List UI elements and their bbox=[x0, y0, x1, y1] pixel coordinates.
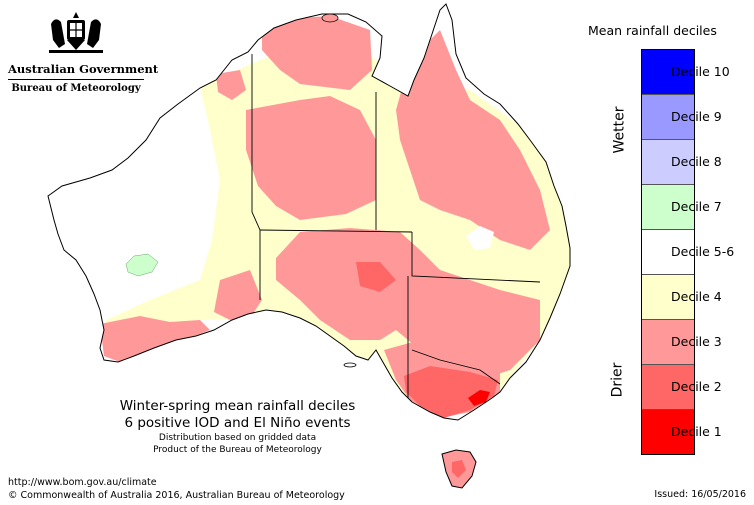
decile-3-region-qld bbox=[396, 30, 550, 250]
map-subtitle-line2: Product of the Bureau of Meteorology bbox=[153, 445, 322, 455]
islands bbox=[321, 13, 357, 368]
bureau-name: Bureau of Meteorology bbox=[11, 83, 141, 94]
decile-3-region-kimberley bbox=[216, 70, 246, 100]
legend-scale bbox=[641, 49, 695, 455]
issued-date: Issued: 16/05/2016 bbox=[654, 489, 746, 500]
legend-swatch bbox=[642, 410, 694, 454]
legend-swatch bbox=[642, 95, 694, 140]
legend-swatch bbox=[642, 275, 694, 320]
legend-label: Decile 10 bbox=[671, 64, 730, 79]
legend-swatch bbox=[642, 365, 694, 410]
legend-label: Decile 4 bbox=[671, 289, 722, 304]
decile-3-region-north bbox=[262, 16, 372, 90]
legend-label: Decile 2 bbox=[671, 379, 722, 394]
government-logo: Australian Government Bureau of Meteorol… bbox=[8, 10, 158, 94]
map-title-line1: Winter-spring mean rainfall deciles bbox=[119, 398, 356, 414]
decile-5-6-pocket bbox=[466, 226, 494, 250]
map-title-line2: 6 positive IOD and El Niño events bbox=[124, 415, 351, 431]
footer-copyright: © Commonwealth of Australia 2016, Austra… bbox=[8, 490, 345, 501]
mainland bbox=[47, 3, 571, 421]
legend-label: Decile 8 bbox=[671, 154, 722, 169]
tasmania bbox=[441, 449, 477, 489]
legend-label: Decile 7 bbox=[671, 199, 722, 214]
legend-label: Decile 9 bbox=[671, 109, 722, 124]
decile-1-region bbox=[468, 390, 490, 406]
legend-swatch bbox=[642, 50, 694, 95]
legend-label: Decile 5-6 bbox=[671, 244, 735, 259]
state-borders bbox=[251, 54, 541, 398]
map-subtitle-line1: Distribution based on gridded data bbox=[158, 433, 317, 443]
legend-swatch bbox=[642, 320, 694, 365]
wetter-label: Wetter bbox=[611, 106, 628, 154]
legend-label: Decile 3 bbox=[671, 334, 722, 349]
map-title-block: Winter-spring mean rainfall deciles 6 po… bbox=[60, 398, 415, 456]
government-name: Australian Government bbox=[8, 62, 158, 80]
decile-3-region-west bbox=[214, 270, 262, 320]
decile-3-region-sw bbox=[100, 316, 210, 362]
legend-swatch bbox=[642, 140, 694, 185]
legend-swatch bbox=[642, 230, 694, 275]
coat-of-arms-icon bbox=[49, 12, 103, 53]
decile-3-region-top-end bbox=[246, 96, 376, 220]
legend-title: Mean rainfall deciles bbox=[588, 23, 717, 38]
footer-url: http://www.bom.gov.au/climate bbox=[8, 477, 157, 488]
legend-swatch bbox=[642, 185, 694, 230]
drier-label: Drier bbox=[609, 362, 626, 398]
decile-7-region bbox=[125, 253, 159, 277]
legend-label: Decile 1 bbox=[671, 424, 722, 439]
decile-2-region-sa bbox=[356, 262, 396, 292]
